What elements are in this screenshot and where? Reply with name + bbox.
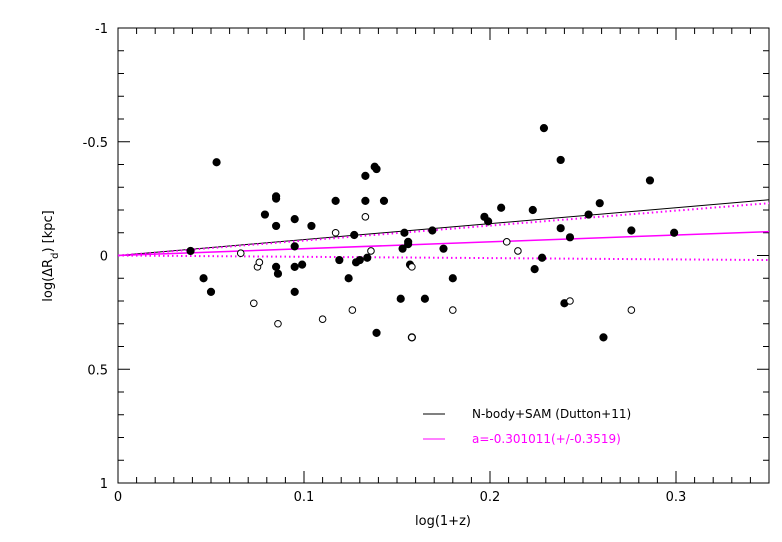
- x-tick-label: 0.3: [666, 490, 687, 505]
- filled-data-point: [398, 244, 407, 253]
- filled-data-point: [344, 274, 353, 283]
- filled-data-point: [599, 333, 608, 342]
- filled-data-point: [290, 262, 299, 271]
- legend: N-body+SAM (Dutton+11) a=-0.301011(+/-0.…: [423, 407, 631, 446]
- plot-frame: [117, 27, 770, 484]
- open-data-point: [408, 263, 416, 271]
- y-tick-label: 0: [100, 250, 108, 265]
- filled-data-point: [530, 265, 539, 274]
- open-data-point: [566, 297, 574, 305]
- open-data-point: [331, 228, 340, 237]
- x-axis-title: log(1+z): [415, 514, 471, 529]
- y-tick-label: 0.5: [87, 363, 108, 378]
- filled-data-point: [539, 124, 549, 133]
- filled-data-point: [355, 255, 364, 265]
- filled-data-point: [273, 269, 283, 278]
- filled-data-point: [584, 210, 593, 219]
- filled-data-point: [186, 246, 195, 256]
- open-data-point: [236, 249, 245, 258]
- x-tick-label: 0.2: [480, 490, 501, 505]
- filled-data-point: [439, 244, 448, 253]
- filled-data-point: [272, 194, 281, 203]
- filled-data-point: [379, 196, 389, 205]
- filled-data-point: [670, 228, 679, 237]
- filled-data-point: [272, 221, 281, 231]
- filled-data-point: [595, 199, 604, 208]
- y-tick-label: 1: [100, 477, 108, 492]
- legend-label-nbody: N-body+SAM (Dutton+11): [472, 407, 631, 421]
- open-data-point: [348, 306, 357, 314]
- filled-data-point: [350, 230, 359, 240]
- filled-data-point: [556, 224, 565, 233]
- data-points: [186, 124, 679, 342]
- filled-data-point: [404, 237, 413, 246]
- open-data-point: [514, 247, 522, 255]
- open-data-point: [502, 238, 511, 246]
- open-data-point: [274, 319, 282, 328]
- filled-data-point: [290, 242, 299, 251]
- open-data-point: [627, 306, 636, 314]
- filled-data-point: [331, 196, 340, 205]
- filled-data-point: [497, 203, 506, 212]
- open-data-point: [367, 247, 375, 255]
- open-data-point: [449, 306, 457, 314]
- y-tick-label: -0.5: [83, 136, 108, 151]
- filled-data-point: [212, 158, 221, 167]
- filled-data-point: [372, 328, 381, 337]
- filled-data-point: [290, 215, 299, 224]
- filled-data-point: [537, 253, 547, 262]
- fit-line: [117, 230, 770, 257]
- open-data-point: [408, 333, 416, 342]
- filled-data-point: [307, 221, 316, 231]
- y-axis-title: log(ΔRd) [kpc]: [41, 210, 61, 301]
- filled-data-point: [448, 274, 457, 283]
- confidence-band-line: [117, 254, 770, 262]
- filled-data-point: [363, 253, 372, 262]
- filled-data-point: [645, 176, 655, 185]
- open-data-point: [318, 315, 327, 324]
- filled-data-point: [260, 210, 270, 219]
- x-tick-label: 0.1: [294, 490, 315, 505]
- filled-data-point: [396, 294, 405, 303]
- axis-ticks: 0 0.1 0.2 0.3 -1 -0.5 0 0.5 1: [83, 22, 769, 505]
- legend-label-fit: a=-0.301011(+/-0.3519): [472, 432, 621, 446]
- filled-data-point: [272, 262, 281, 271]
- open-data-point: [255, 258, 264, 267]
- filled-data-point: [428, 226, 437, 235]
- filled-data-point: [400, 228, 409, 237]
- filled-data-point: [484, 217, 493, 226]
- filled-data-point: [290, 287, 299, 296]
- filled-data-point: [199, 274, 208, 283]
- filled-data-point: [372, 164, 381, 174]
- filled-data-point: [206, 287, 216, 296]
- filled-data-point: [361, 171, 370, 180]
- filled-data-point: [420, 294, 429, 303]
- confidence-band-line: [117, 202, 770, 257]
- fit-lines: [117, 199, 770, 262]
- filled-data-point: [556, 155, 565, 165]
- filled-data-point: [361, 196, 370, 205]
- x-tick-label: 0: [114, 490, 122, 505]
- filled-data-point: [298, 260, 307, 269]
- filled-data-point: [627, 226, 636, 235]
- filled-data-point: [335, 255, 344, 265]
- filled-data-point: [528, 205, 537, 215]
- open-data-point: [361, 213, 370, 221]
- open-data-point: [249, 299, 258, 308]
- filled-data-point: [565, 233, 575, 242]
- y-tick-label: -1: [95, 22, 108, 37]
